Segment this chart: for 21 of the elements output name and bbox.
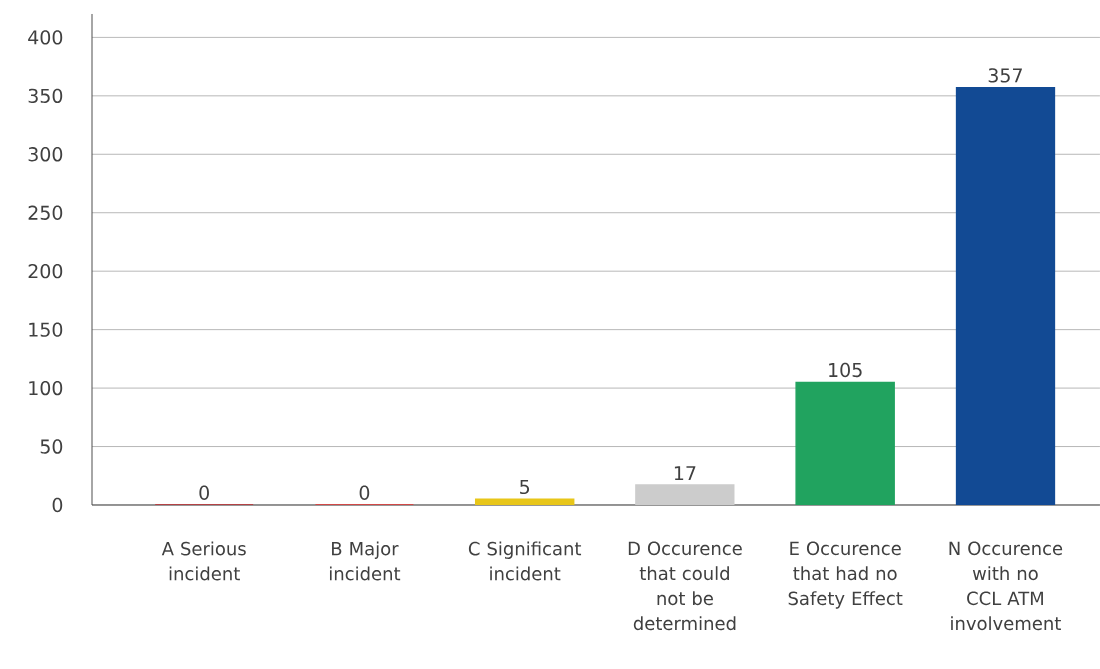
- y-tick-label: 50: [40, 439, 63, 454]
- x-tick-label: N Occurence with no CCL ATM involvement: [949, 541, 1063, 631]
- x-tick-label: D Occurence that could not be determined: [628, 541, 742, 631]
- x-tick-label: C Significant incident: [468, 541, 582, 581]
- data-label: 17: [674, 466, 696, 481]
- data-label: 105: [829, 362, 862, 378]
- data-label: 357: [988, 68, 1022, 83]
- y-tick-label: 200: [28, 264, 63, 279]
- y-tick-label: 300: [28, 147, 63, 162]
- y-tick-label: 400: [28, 30, 63, 45]
- y-tick-label: 0: [52, 497, 63, 513]
- y-tick-label: 150: [29, 322, 63, 337]
- x-tick-label: B Major incident: [329, 541, 401, 581]
- y-tick-label: 250: [28, 205, 63, 220]
- data-label: 0: [199, 485, 209, 500]
- data-label: 5: [520, 479, 530, 495]
- x-tick-label: A Serious incident: [161, 541, 246, 581]
- y-tick-label: 350: [28, 88, 63, 104]
- data-label: 0: [359, 485, 370, 500]
- y-tick-label: 100: [29, 380, 63, 396]
- x-tick-label: E Occurence that had no Safety Effect: [788, 541, 903, 609]
